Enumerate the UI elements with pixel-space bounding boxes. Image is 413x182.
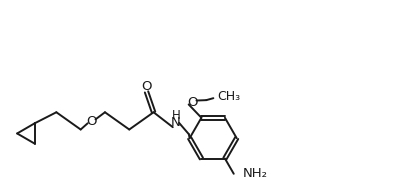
Text: NH₂: NH₂ bbox=[242, 167, 267, 180]
Text: O: O bbox=[86, 115, 97, 128]
Text: O: O bbox=[141, 80, 152, 93]
Text: CH₃: CH₃ bbox=[217, 90, 240, 104]
Text: H: H bbox=[171, 109, 180, 122]
Text: O: O bbox=[188, 96, 198, 109]
Text: N: N bbox=[171, 116, 181, 128]
